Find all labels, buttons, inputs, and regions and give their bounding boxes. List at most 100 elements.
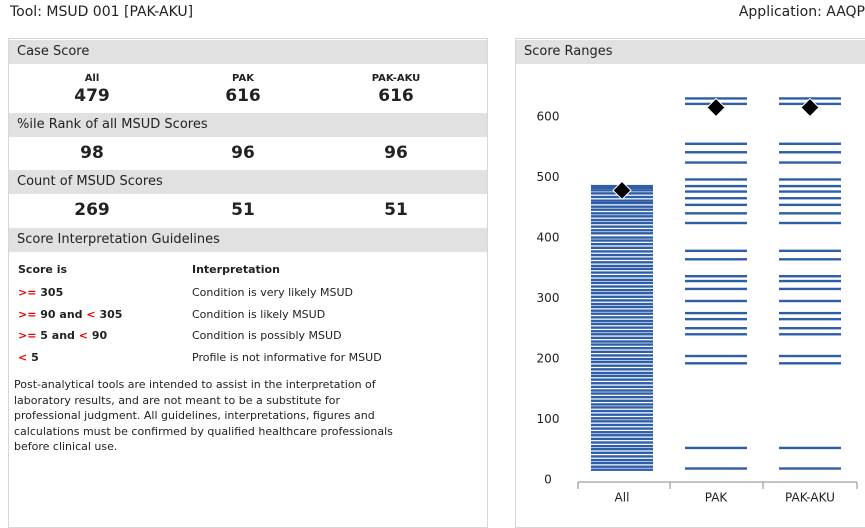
score-line: [591, 354, 653, 357]
score-line: [591, 343, 653, 346]
x-tick-label: All: [615, 491, 630, 505]
score-line: [685, 258, 747, 261]
y-tick-label: 500: [537, 170, 560, 184]
criteria: >= 305: [18, 286, 63, 299]
score-line: [591, 267, 653, 271]
score-line: [779, 275, 841, 278]
score-line: [591, 465, 653, 468]
score-line: [591, 420, 653, 423]
interpretation: Condition is possibly MSUD: [192, 329, 342, 342]
percentile-rank: 98: [80, 143, 104, 163]
score-line: [685, 203, 747, 207]
score-line: [779, 467, 841, 470]
score-line: [591, 382, 653, 385]
score-line: [591, 225, 653, 228]
score-line: [591, 326, 653, 329]
column-label: PAK: [232, 73, 254, 84]
score-line: [591, 336, 653, 340]
case-score-marker: [800, 97, 820, 118]
threshold: 5 and: [40, 329, 75, 342]
score-line: [779, 184, 841, 188]
score-line: [779, 279, 841, 283]
operator: >=: [18, 286, 37, 299]
y-tick-label: 300: [537, 291, 560, 305]
score-line: [591, 257, 653, 260]
score-line: [591, 236, 653, 239]
score-line: [591, 447, 653, 451]
score-line: [591, 444, 653, 448]
score-line: [591, 455, 653, 458]
score-line: [591, 299, 653, 302]
score-line: [591, 295, 653, 298]
score-line: [591, 218, 653, 222]
score-count: 51: [231, 200, 255, 220]
score-line: [591, 374, 653, 378]
y-tick-label: 200: [537, 352, 560, 366]
operator: >=: [18, 307, 37, 321]
score-line: [591, 199, 653, 202]
score-line: [591, 409, 653, 413]
score-line: [591, 201, 653, 205]
score-line: [779, 258, 841, 261]
score-line: [591, 364, 653, 367]
score-line: [685, 212, 747, 215]
score-line: [591, 403, 653, 406]
score-line: [591, 261, 653, 264]
score-line: [591, 395, 653, 399]
criteria: >= 90 and < 305: [18, 308, 122, 321]
column-label: All: [84, 73, 100, 84]
score-line: [779, 151, 841, 154]
case-score-marker: [612, 180, 632, 201]
score-line: [779, 190, 841, 193]
score-line: [591, 378, 653, 381]
score-line: [591, 392, 653, 395]
score-line: [591, 250, 653, 253]
score-line: [685, 161, 747, 164]
score-line: [591, 246, 653, 249]
x-tick-label: PAK: [705, 491, 729, 505]
score-line: [591, 371, 653, 375]
score-line: [591, 451, 653, 454]
percentile-rank: 96: [384, 143, 408, 163]
section-header: Score Ranges: [516, 40, 865, 64]
score-line: [591, 264, 653, 268]
threshold: 90: [91, 329, 108, 342]
score-line: [779, 311, 841, 315]
section-header: Case Score: [9, 40, 487, 64]
threshold: 305: [40, 286, 64, 299]
threshold: 5: [31, 350, 39, 364]
score-line: [779, 178, 841, 181]
score-line: [779, 287, 841, 291]
score-line: [591, 305, 653, 309]
score-line: [685, 221, 747, 225]
score-line: [591, 458, 653, 462]
disclaimer-line: laboratory results, and are not meant to…: [14, 393, 340, 407]
score-line: [591, 357, 653, 361]
score-line: [685, 327, 747, 330]
score-line: [591, 281, 653, 285]
y-tick-label: 400: [537, 231, 560, 245]
score-line: [591, 330, 653, 333]
score-line: [591, 212, 653, 215]
score-line: [779, 362, 841, 365]
table-header: Interpretation: [192, 263, 280, 276]
score-line: [591, 346, 653, 350]
case-score: 616: [378, 86, 414, 106]
percentile-rank: 96: [231, 143, 255, 163]
score-count: 269: [74, 200, 110, 220]
y-tick-label: 0: [544, 473, 552, 487]
score-line: [591, 350, 653, 354]
score-line: [591, 232, 653, 235]
disclaimer-line: before clinical use.: [14, 440, 118, 453]
section-header: %ile Rank of all MSUD Scores: [9, 113, 487, 137]
operator: <: [78, 329, 88, 342]
score-line: [591, 253, 653, 257]
case-score: 479: [74, 86, 110, 106]
score-line: [591, 406, 653, 409]
threshold: 90 and: [40, 307, 83, 321]
operator: >=: [18, 329, 37, 342]
score-count: 51: [384, 200, 408, 220]
score-line: [779, 221, 841, 225]
score-line: [591, 431, 653, 434]
score-line: [779, 197, 841, 200]
